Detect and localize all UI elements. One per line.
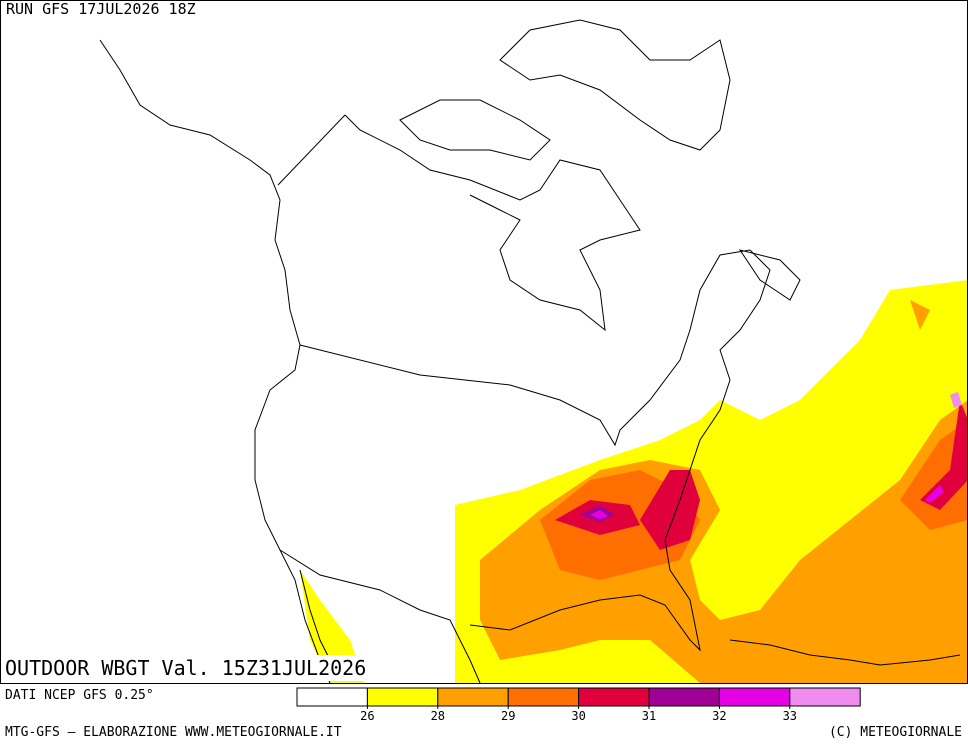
field-region [590,510,608,519]
field-region [900,420,968,530]
colorbar-tick-label: 28 [431,709,445,723]
colorbar-swatch [437,687,509,707]
colorbar-swatch [789,687,861,707]
colorbar-tick-label: 29 [501,709,515,723]
field-region [950,392,962,408]
colorbar-swatch [366,687,439,707]
colorbar-swatch [296,687,368,707]
colorbar-tick-label: 26 [360,709,374,723]
field-region [640,470,700,550]
field-region [920,400,968,510]
colorbar-tick-label: 30 [571,709,585,723]
map-title: OUTDOOR WBGT Val. 15Z31JUL2026 [5,656,366,680]
colorbar: 26 28 29 30 31 32 33 [296,687,861,723]
run-label: RUN GFS 17JUL2026 18Z [6,0,196,18]
colorbar-swatch [507,687,580,707]
field-region [300,570,365,683]
field-region [925,485,944,503]
colorbar-tick-label: 32 [712,709,726,723]
source-label: DATI NCEP GFS 0.25° [5,688,154,703]
colorbar-swatch [648,687,720,707]
footer-left: MTG-GFS — ELABORAZIONE WWW.METEOGIORNALE… [5,725,342,740]
footer-right: (C) METEOGIORNALE [829,725,962,740]
field-region [910,300,930,330]
colorbar-swatch [578,687,650,707]
wbgt-field [300,280,968,683]
coastlines [99,19,961,684]
field-region [480,400,968,683]
colorbar-tick-label: 31 [642,709,656,723]
colorbar-swatch [718,687,791,707]
colorbar-tick-label: 33 [783,709,797,723]
title-box [2,655,382,681]
